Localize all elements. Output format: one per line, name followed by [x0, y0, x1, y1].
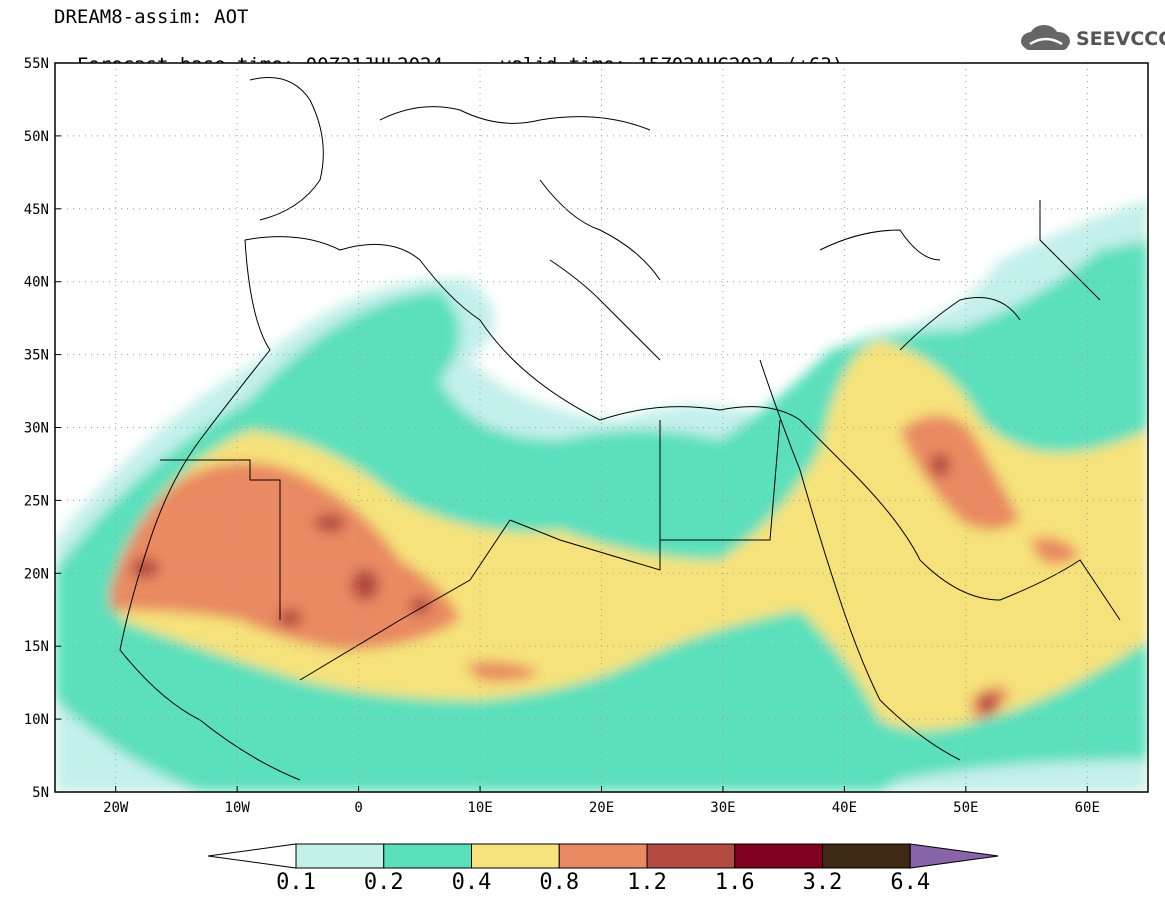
colorbar-label: 0.8: [539, 870, 580, 895]
cloud-icon: [1021, 25, 1070, 50]
logo-text: SEEVCCC: [1076, 28, 1165, 50]
colorbar-segment: [295, 843, 385, 869]
lon-tick-label: 10W: [225, 800, 251, 816]
lat-tick-labels: 55N 50N 45N 40N 35N 30N 25N 20N 15N 10N 5N: [24, 56, 61, 801]
colorbar-label: 0.2: [363, 870, 404, 895]
map-title: DREAM8-assim: AOT: [54, 6, 249, 28]
lat-tick-label: 5N: [32, 785, 49, 801]
lat-tick-label: 55N: [24, 56, 49, 72]
lon-tick-label: 0: [354, 800, 362, 816]
grid: [55, 63, 1148, 792]
colorbar-label: 1.2: [627, 870, 667, 895]
lat-tick-label: 45N: [24, 202, 49, 218]
coastlines: [119, 77, 1121, 781]
lat-tick-label: 30N: [24, 421, 49, 437]
lon-tick-label: 10E: [467, 800, 492, 816]
lat-tick-label: 25N: [24, 493, 49, 509]
lon-tick-label: 20W: [103, 800, 129, 816]
lat-tick-label: 10N: [24, 712, 49, 728]
colorbar-low-extension: [207, 843, 297, 869]
lat-tick-label: 15N: [24, 639, 49, 655]
colorbar-segment: [471, 843, 560, 869]
lon-tick-label: 40E: [832, 800, 857, 816]
lat-tick-label: 40N: [24, 275, 49, 291]
aot-field: [55, 63, 1148, 792]
lon-tick-label: 20E: [589, 800, 614, 816]
colorbar-label: 3.2: [802, 870, 843, 895]
colorbar-label: 0.4: [451, 870, 492, 895]
colorbar-segment: [734, 843, 823, 869]
lon-tick-label: 60E: [1075, 800, 1100, 816]
colorbar-label: 1.6: [714, 870, 755, 895]
lat-tick-label: 35N: [24, 348, 49, 364]
seevccc-logo: SEEVCCC: [1018, 22, 1165, 56]
colorbar-segment: [383, 843, 472, 869]
colorbar-segment: [646, 843, 736, 869]
lat-tick-label: 20N: [24, 566, 49, 582]
colorbar-label: 6.4: [890, 870, 931, 895]
lon-tick-label: 50E: [953, 800, 978, 816]
colorbar-label: 0.1: [276, 870, 316, 895]
colorbar: [207, 843, 999, 869]
colorbar-high-extension: [909, 843, 999, 869]
colorbar-segment: [822, 843, 911, 869]
colorbar-segment: [558, 843, 648, 869]
lat-tick-label: 50N: [24, 129, 49, 145]
lon-tick-labels: 20W 10W 0 10E 20E 30E 40E 50E 60E: [103, 786, 1100, 816]
lon-tick-label: 30E: [710, 800, 735, 816]
